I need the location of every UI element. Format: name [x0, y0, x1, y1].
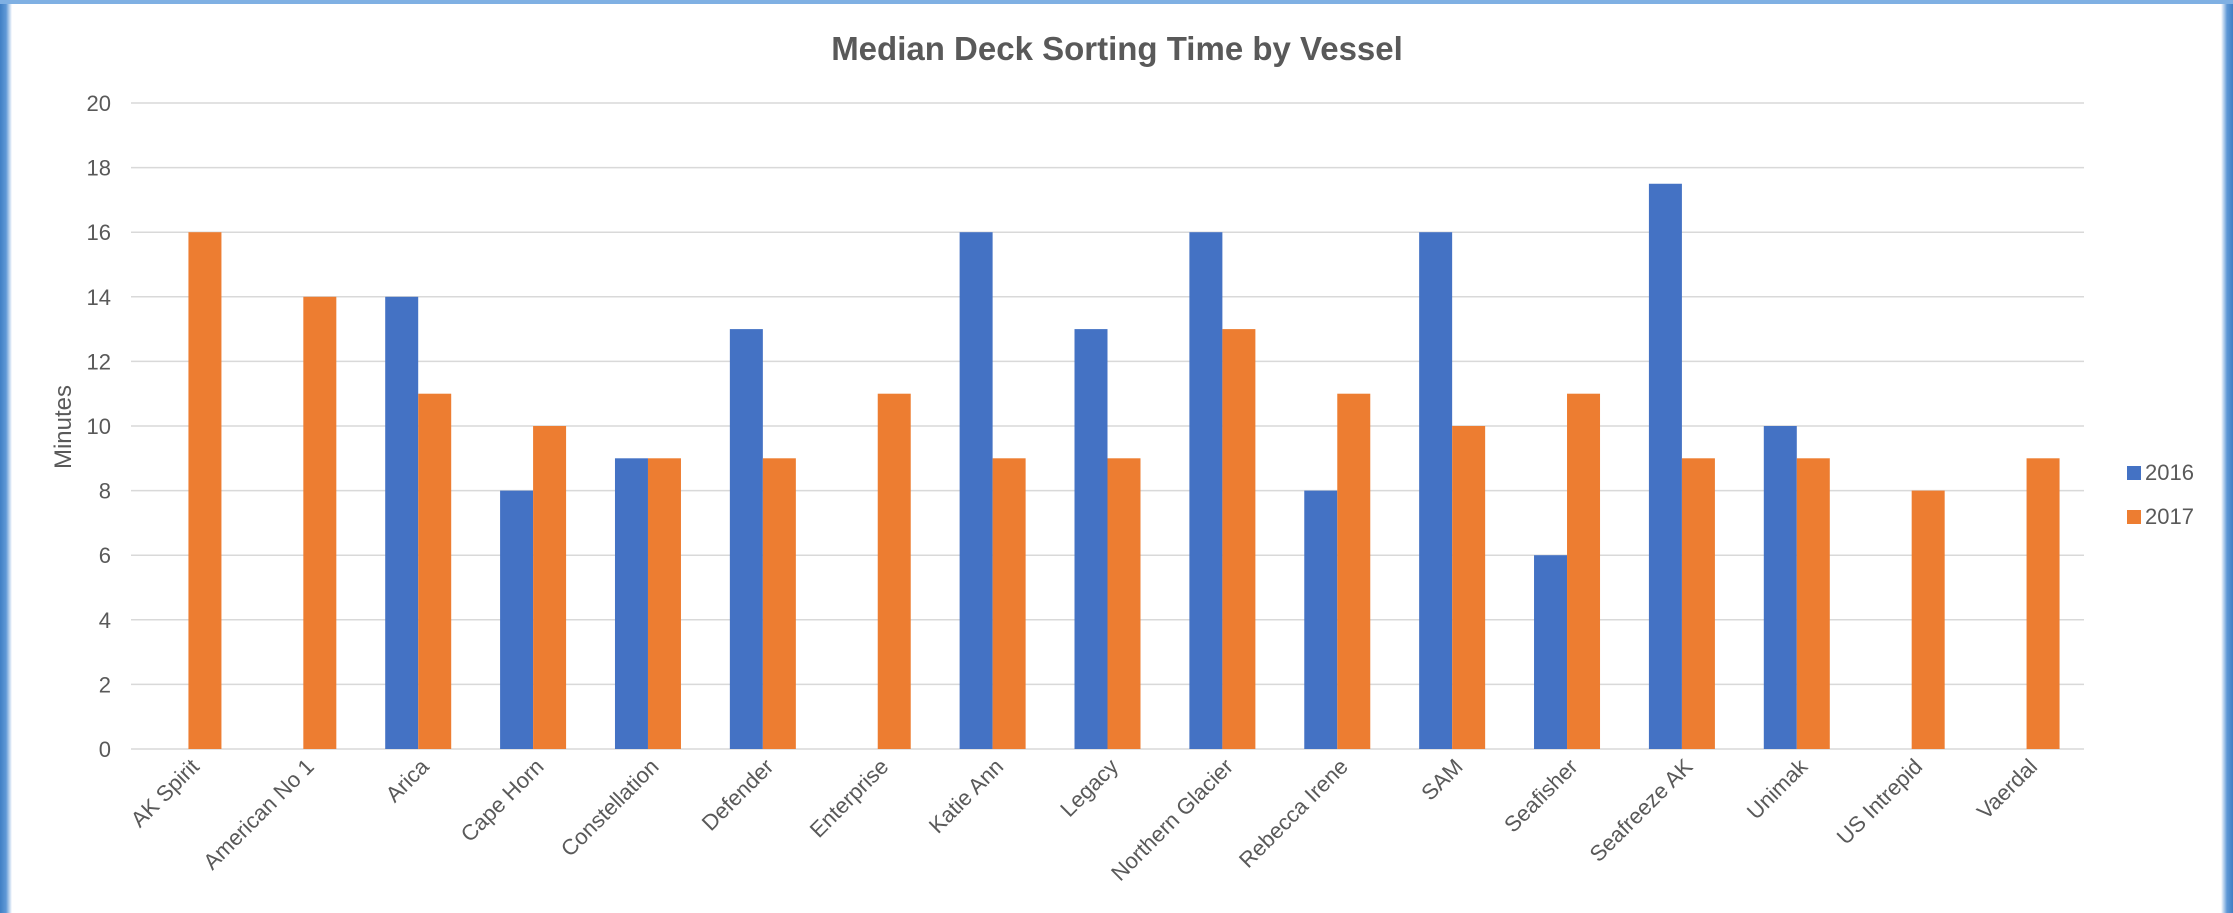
x-tick-label: Enterprise [805, 754, 894, 843]
x-tick-label: Seafreeze AK [1585, 754, 1698, 867]
chart-title: Median Deck Sorting Time by Vessel [831, 30, 1403, 67]
x-tick-label: Constellation [556, 754, 664, 862]
x-tick-label: Cape Horn [456, 754, 549, 847]
bar-2016-sam [1419, 232, 1453, 749]
y-tick-label: 16 [87, 220, 111, 245]
bar-2016-legacy [1074, 329, 1108, 749]
x-tick-label: Rebecca Irene [1234, 754, 1353, 873]
bar-2017-unimak [1796, 458, 1830, 749]
bar-2017-cape-horn [533, 426, 567, 749]
bar-2016-unimak [1763, 426, 1797, 749]
bar-2017-rebecca-irene [1337, 393, 1371, 749]
bar-2017-seafisher [1567, 393, 1601, 749]
x-tick-label: Seafisher [1499, 754, 1582, 837]
bar-2016-cape-horn [500, 490, 534, 749]
bar-2016-rebecca-irene [1304, 490, 1338, 749]
bar-2016-katie-ann [959, 232, 993, 749]
y-tick-label: 0 [99, 737, 111, 762]
y-tick-label: 4 [99, 608, 111, 633]
x-tick-label: SAM [1416, 754, 1467, 805]
legend-swatch-2017 [2127, 510, 2141, 524]
y-tick-label: 20 [87, 91, 111, 116]
x-tick-label: Legacy [1055, 754, 1123, 822]
bar-2017-enterprise [877, 393, 911, 749]
bar-2017-defender [762, 458, 796, 749]
bar-2016-seafreeze-ak [1648, 183, 1682, 749]
bar-2017-arica [418, 393, 452, 749]
x-tick-label: Vaerdal [1972, 754, 2042, 824]
y-tick-label: 18 [87, 156, 111, 181]
bar-2017-katie-ann [992, 458, 1026, 749]
bar-2017-sam [1452, 426, 1486, 749]
bar-2016-arica [385, 296, 419, 749]
bar-2016-northern-glacier [1189, 232, 1223, 749]
legend-label-2016: 2016 [2145, 460, 2194, 485]
y-axis-title: Minutes [50, 385, 77, 469]
y-tick-label: 2 [99, 672, 111, 697]
y-tick-label: 12 [87, 349, 111, 374]
y-tick-label: 10 [87, 414, 111, 439]
bar-2016-constellation [614, 458, 648, 749]
bar-2017-seafreeze-ak [1681, 458, 1715, 749]
y-tick-label: 8 [99, 479, 111, 504]
x-tick-label: US Intrepid [1832, 754, 1928, 850]
y-tick-label: 6 [99, 543, 111, 568]
x-tick-label: Arica [381, 753, 435, 807]
y-tick-label: 14 [87, 285, 111, 310]
bars [188, 183, 2060, 749]
bar-2017-northern-glacier [1222, 329, 1256, 749]
x-tick-label: Unimak [1742, 753, 1813, 824]
legend-label-2017: 2017 [2145, 504, 2194, 529]
bar-2017-us-intrepid [1911, 490, 1945, 749]
x-tick-label: AK Spirit [126, 754, 204, 832]
bar-2017-vaerdal [2026, 458, 2060, 749]
y-axis-ticks: 0 2 4 6 8 10 12 14 16 18 20 [87, 91, 111, 762]
bar-2017-american-no-1 [303, 296, 337, 749]
legend-swatch-2016 [2127, 466, 2141, 480]
x-tick-label: Defender [697, 754, 779, 836]
legend: 2016 2017 [2127, 460, 2194, 529]
x-tick-label: Northern Glacier [1106, 754, 1238, 886]
bar-2016-seafisher [1534, 555, 1568, 749]
x-tick-label: American No 1 [198, 754, 319, 875]
gridlines [131, 102, 2084, 750]
bar-2017-ak-spirit [188, 232, 222, 749]
bar-2017-legacy [1107, 458, 1141, 749]
x-tick-label: Katie Ann [924, 754, 1008, 838]
bar-2016-defender [729, 329, 763, 749]
bar-2017-constellation [647, 458, 681, 749]
